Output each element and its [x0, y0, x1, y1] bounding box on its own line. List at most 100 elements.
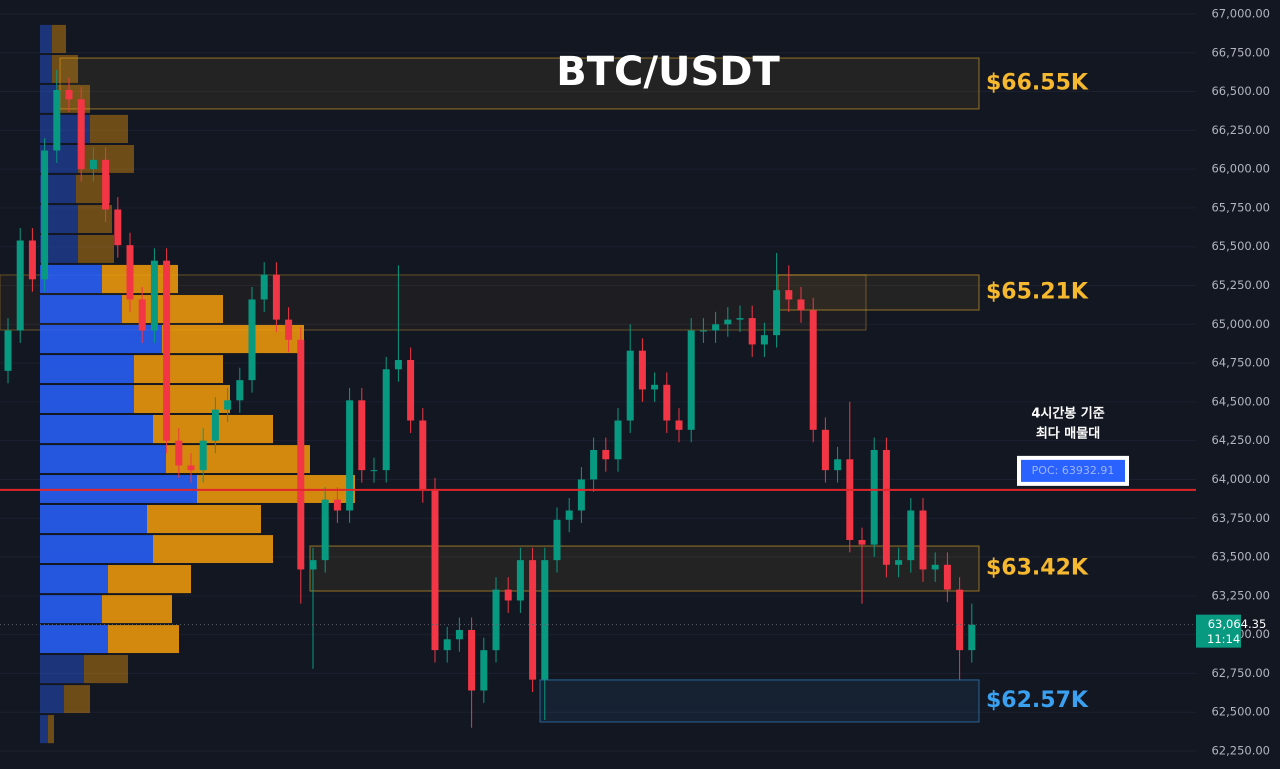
candle-body — [760, 335, 768, 345]
y-tick-label: 64,000.00 — [1211, 472, 1270, 486]
y-tick-label: 64,500.00 — [1211, 394, 1270, 408]
candle-body — [834, 459, 842, 471]
candle-body — [602, 449, 610, 460]
annotation: 최다 매물대 — [1036, 426, 1100, 442]
candle-body — [309, 560, 317, 570]
y-tick-label: 62,500.00 — [1211, 705, 1270, 719]
candle-body — [455, 629, 463, 640]
candle-body — [272, 274, 280, 320]
profile-sell — [58, 84, 90, 113]
candle-body — [614, 420, 622, 460]
candle-body — [260, 274, 268, 300]
candle-body — [138, 299, 146, 331]
candle-body — [553, 519, 561, 561]
candle-body — [297, 339, 305, 570]
y-tick-label: 65,250.00 — [1211, 278, 1270, 292]
y-tick-label: 66,500.00 — [1211, 84, 1270, 98]
profile-buy — [40, 715, 48, 744]
candle-body — [675, 420, 683, 430]
y-tick-label: 64,750.00 — [1211, 356, 1270, 370]
profile-sell — [153, 535, 273, 564]
profile-buy — [40, 24, 52, 53]
candle-body — [407, 359, 415, 421]
profile-buy — [40, 595, 102, 624]
profile-sell — [48, 715, 54, 744]
candle-body — [224, 400, 232, 410]
profile-buy — [40, 445, 166, 474]
candle-body — [150, 260, 158, 331]
candle-body — [4, 330, 12, 371]
candle-body — [736, 318, 744, 320]
candle-body — [882, 449, 890, 565]
profile-sell — [108, 625, 179, 654]
candle-body — [858, 539, 866, 545]
profile-buy — [40, 385, 134, 413]
candle-body — [809, 310, 817, 430]
candle-body — [773, 290, 781, 336]
zone — [539, 679, 980, 723]
candle-body — [797, 299, 805, 311]
candle-body — [248, 299, 256, 381]
chart-title: BTC/USDT — [556, 49, 780, 95]
candle-body — [175, 440, 183, 466]
y-tick-label: 66,250.00 — [1211, 123, 1270, 137]
candle-body — [382, 369, 390, 471]
y-tick-label: 67,000.00 — [1211, 6, 1270, 20]
profile-sell — [162, 324, 304, 354]
y-tick-label: 66,000.00 — [1211, 162, 1270, 176]
y-tick-label: 63,250.00 — [1211, 588, 1270, 602]
candle-body — [163, 260, 171, 441]
zone — [309, 545, 980, 592]
candle-body — [516, 560, 524, 601]
profile-buy — [40, 264, 102, 294]
profile-buy — [40, 355, 134, 384]
profile-buy — [40, 54, 52, 83]
candle-body — [468, 629, 476, 691]
candle-body — [126, 245, 134, 300]
candle-body — [724, 319, 732, 325]
annotation: 4시간봉 기준 — [1031, 406, 1104, 422]
candle-body — [943, 564, 951, 590]
candle-body — [919, 510, 927, 570]
candle-body — [89, 159, 97, 170]
zone-label: $66.55K — [986, 70, 1089, 95]
profile-sell — [78, 234, 114, 263]
candle-body — [931, 564, 939, 570]
poc-label: POC: 63932.91 — [1032, 464, 1115, 477]
candle-body — [968, 624, 976, 651]
profile-buy — [40, 295, 122, 323]
y-tick-label: 66,750.00 — [1211, 45, 1270, 59]
candle-body — [590, 449, 598, 480]
profile-buy — [40, 535, 153, 564]
candle-body — [907, 510, 915, 561]
candle-body — [346, 400, 354, 511]
candle-body — [748, 318, 756, 345]
candle-body — [785, 290, 793, 300]
candle-body — [394, 359, 402, 370]
y-tick-label: 63,750.00 — [1211, 511, 1270, 525]
candle-body — [65, 89, 73, 100]
zone-label: $63.42K — [986, 556, 1089, 581]
y-tick-label: 63,500.00 — [1211, 550, 1270, 564]
profile-sell — [108, 565, 191, 594]
candle-body — [577, 479, 585, 511]
poc-box-inner — [1021, 459, 1125, 482]
y-tick-label: 65,000.00 — [1211, 317, 1270, 331]
profile-sell — [78, 205, 112, 233]
profile-sell — [84, 655, 128, 684]
candle-body — [431, 490, 439, 651]
candle-body — [333, 499, 341, 511]
profile-sell — [90, 114, 128, 143]
candle-body — [626, 350, 634, 421]
candle-body — [846, 459, 854, 540]
price-axis — [1196, 0, 1280, 769]
profile-sell — [122, 295, 223, 323]
profile-buy — [40, 685, 64, 714]
candle-body — [492, 589, 500, 651]
profile-buy — [40, 414, 153, 444]
candle-body — [699, 330, 707, 332]
profile-buy — [40, 655, 84, 684]
candle-body — [28, 240, 36, 280]
profile-buy — [40, 565, 108, 594]
candle-body — [114, 209, 122, 246]
